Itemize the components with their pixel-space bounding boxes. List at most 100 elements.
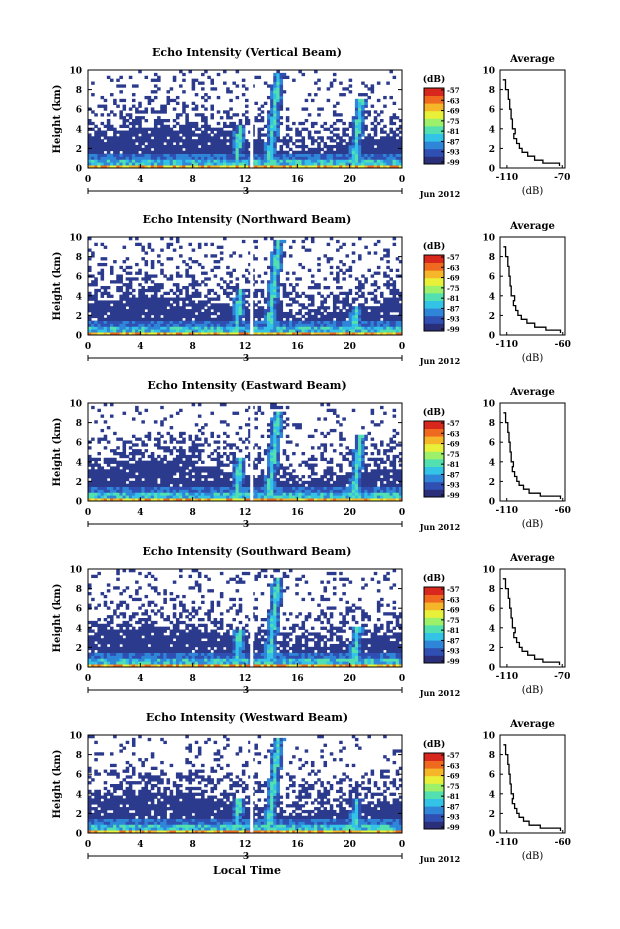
heatmap-cell [386,254,390,258]
heatmap-cell [254,332,258,336]
heatmap-cell [373,147,378,152]
heatmap-cell [354,314,359,319]
heatmap-cell [191,475,196,479]
heatmap-cell [185,457,189,462]
heatmap-cell [201,87,205,91]
heatmap-cell [339,483,343,487]
heatmap-cell [386,81,390,85]
heatmap-cell [103,434,108,438]
heatmap-cell [128,280,133,284]
heatmap-cell [172,437,177,441]
heatmap-cell [213,480,218,485]
heatmap-cell [197,492,202,496]
y-tick-label: 4 [76,292,82,302]
heatmap-cell [169,153,174,157]
heatmap-cell [125,142,130,146]
heatmap-cell [235,498,240,502]
heatmap-cell [116,277,120,281]
heatmap-cell [150,303,155,307]
heatmap-cell [94,124,98,129]
heatmap-cell [138,144,142,149]
heatmap-cell [351,408,356,413]
heatmap-cell [191,460,196,464]
heatmap-cell [160,480,164,485]
heatmap-cell [279,121,284,126]
heatmap-cell [241,472,246,476]
heatmap-cell [266,434,271,438]
heatmap-cell [113,449,117,453]
heatmap-cell [135,153,139,157]
heatmap-cell [273,492,277,496]
colorbar-segment [424,148,444,157]
heatmap-cell [94,498,98,502]
heatmap-cell [332,294,337,298]
heatmap-cell [282,489,287,493]
heatmap-cell [191,286,196,290]
heatmap-cell [389,317,393,321]
heatmap-cell [273,452,277,456]
heatmap-cell [213,162,218,166]
heatmap-cell [254,426,258,430]
heatmap-cell [135,329,139,333]
heatmap-cell [150,457,155,462]
heatmap-cell [109,280,114,284]
heatmap-cell [292,271,296,275]
heatmap-cell [207,472,211,476]
heatmap-cell [207,492,211,496]
heatmap-cell [150,309,155,313]
heatmap-cell [273,460,277,464]
heatmap-cell [373,297,378,301]
heatmap-cell [182,124,186,129]
heatmap-cell [282,466,287,470]
heatmap-cell [125,288,130,293]
heatmap-cell [270,469,274,473]
heatmap-cell [223,81,227,85]
heatmap-cell [351,309,356,313]
heatmap-cell [197,498,202,502]
heatmap-cell [113,162,117,166]
heatmap-cell [339,431,343,436]
heatmap-cell [103,133,108,137]
heatmap-cell [376,323,381,327]
heatmap-cell [229,492,233,496]
heatmap-cell [191,124,196,129]
heatmap-cell [376,320,381,324]
heatmap-cell [160,309,164,313]
heatmap-cell [169,495,174,499]
heatmap-cell [292,239,296,244]
heatmap-cell [131,153,136,157]
heatmap-cell [163,311,167,316]
heatmap-cell [295,283,299,287]
heatmap-cell [160,320,164,324]
heatmap-cell [270,260,274,264]
heatmap-cell [282,142,287,146]
heatmap-cell [185,454,189,459]
heatmap-cell [185,498,189,502]
heatmap-cell [131,472,136,476]
heatmap-cell [172,133,177,137]
heatmap-cell [260,489,265,493]
heatmap-cell [373,130,378,134]
heatmap-cell [373,271,378,275]
heatmap-cell [320,486,324,490]
heatmap-cell [254,303,258,307]
heatmap-cell [266,116,271,120]
heatmap-cell [153,144,158,149]
heatmap-cell [317,477,321,482]
heatmap-cell [166,463,171,467]
heatmap-cell [270,142,274,146]
heatmap-cell [219,498,224,502]
heatmap-cell [88,159,92,163]
heatmap-cell [94,294,98,298]
x-tick-label: 12 [239,175,252,185]
heatmap-cell [179,288,183,293]
heatmap-cell [106,162,111,166]
heatmap-cell [106,294,111,298]
heatmap-cell [332,332,337,336]
heatmap-cell [122,291,127,296]
heatmap-cell [153,483,158,487]
heatmap-cell [245,280,249,284]
heatmap-cell [395,317,400,321]
heatmap-cell [216,121,221,126]
heatmap-cell [229,329,233,333]
